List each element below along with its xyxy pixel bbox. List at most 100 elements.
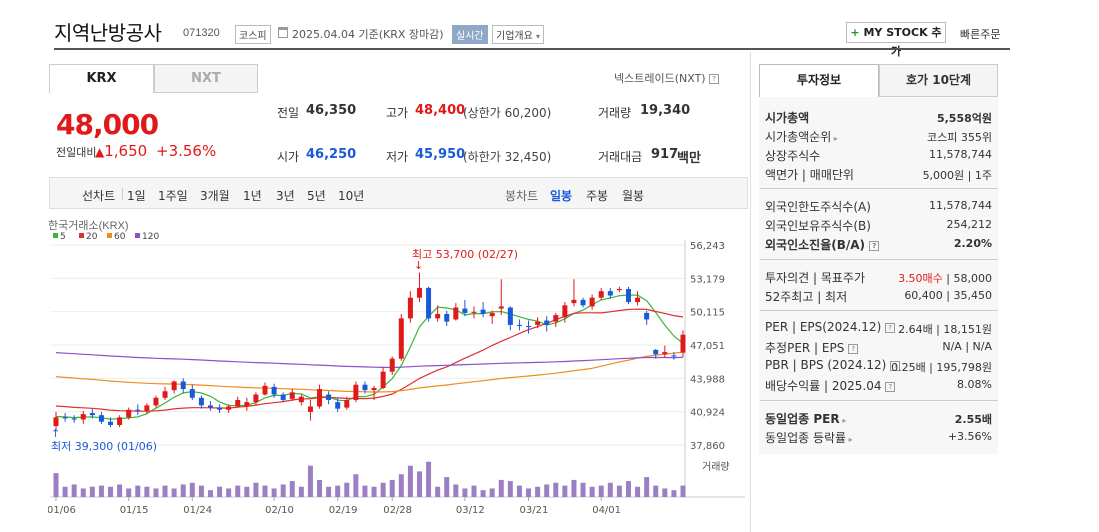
period-1d[interactable]: 1일 <box>127 189 146 203</box>
sector-per-text: 동일업종 PER <box>765 412 840 426</box>
section-divider <box>760 310 998 311</box>
x-tick-label: 01/06 <box>48 505 76 516</box>
opinion-label: 투자의견 | 목표주가 <box>765 271 865 285</box>
candle-body <box>298 396 304 403</box>
candle-body <box>426 287 432 319</box>
tab-krx[interactable]: KRX <box>49 64 154 93</box>
help-icon[interactable]: ? <box>848 343 859 354</box>
volume-bar <box>144 486 150 497</box>
sector-per-value: 2.55배 <box>954 413 992 426</box>
line-chart-label[interactable]: 선차트 <box>82 189 116 203</box>
volume-bar <box>326 486 332 497</box>
foreign-limit-value: 11,578,744 <box>929 199 992 212</box>
help-icon[interactable]: ? <box>869 240 880 251</box>
pbr-bps-value: 0.25배 | 195,798원 <box>891 361 992 374</box>
prev-value: 46,350 <box>306 103 357 118</box>
market-cap-value: 5,558억원 <box>936 112 992 125</box>
ma-line-120 <box>55 352 684 369</box>
period-1w[interactable]: 1주일 <box>158 189 188 203</box>
section-divider <box>760 259 998 260</box>
sector-change-link[interactable]: 동일업종 등락률 ▸ <box>765 429 853 446</box>
volume-bar <box>625 481 631 497</box>
candle-body <box>271 386 277 395</box>
nextrade-label: 넥스트레이드(NXT) <box>614 72 706 85</box>
volume-bar <box>198 485 204 497</box>
candle-body <box>53 417 59 427</box>
candle-body <box>226 406 232 410</box>
volume-bar <box>389 479 395 497</box>
upper-limit: (상한가 60,200) <box>463 106 552 120</box>
y-tick-label: 53,179 <box>690 274 725 285</box>
candle-body <box>235 399 241 407</box>
up-triangle-icon: ▲ <box>95 145 105 159</box>
volume-bar <box>135 485 141 497</box>
help-icon[interactable]: ? <box>709 74 720 84</box>
realtime-button[interactable]: 실시간 <box>452 25 488 44</box>
dividend-value: 8.08% <box>957 378 992 391</box>
nextrade-link[interactable]: 넥스트레이드(NXT) ? <box>614 70 720 86</box>
legend-label-120: 120 <box>142 232 159 242</box>
candle-body <box>580 299 586 306</box>
period-10y[interactable]: 10년 <box>338 189 365 203</box>
candle-body <box>162 391 168 398</box>
low-value: 45,950 <box>415 147 466 162</box>
volume-bar <box>162 485 168 497</box>
y-tick-label: 40,924 <box>690 408 725 419</box>
candle-body <box>635 297 641 303</box>
candle-body <box>435 314 441 319</box>
tab-invest-info[interactable]: 투자정보 <box>759 64 879 97</box>
candle-body <box>571 299 577 304</box>
candle-monthly[interactable]: 월봉 <box>622 189 645 203</box>
candle-body <box>62 417 68 419</box>
par-value-label: 액면가 | 매매단위 <box>765 168 854 182</box>
tab-orderbook[interactable]: 호가 10단계 <box>879 64 998 97</box>
candle-body <box>680 334 686 353</box>
candle-weekly[interactable]: 주봉 <box>586 189 609 203</box>
candle-body <box>653 349 659 355</box>
market-cap-rank-link[interactable]: 시가총액순위 ▸ <box>765 128 838 145</box>
volume-bar <box>80 488 86 497</box>
sector-per-link[interactable]: 동일업종 PER ▸ <box>765 410 846 427</box>
price-chart[interactable]: 한국거래소(KRX) 5 20 60 120 56,243 53,179 50,115 47… <box>48 215 748 530</box>
pbr-bps-label: PBR | BPS (2024.12) ? <box>765 358 901 372</box>
market-cap-label: 시가총액 <box>765 111 810 125</box>
y-tick-label: 50,115 <box>690 308 725 319</box>
candle-body <box>80 414 86 420</box>
volume-bar <box>526 488 532 497</box>
candle-body <box>135 409 141 411</box>
legend-swatch-5 <box>53 233 58 238</box>
candle-body <box>280 394 286 400</box>
52w-label: 52주최고 | 최저 <box>765 290 848 304</box>
open-value: 46,250 <box>306 147 357 162</box>
candle-body <box>217 407 223 410</box>
volume-bar <box>589 486 595 497</box>
help-icon[interactable]: ? <box>890 360 901 371</box>
legend-swatch-20 <box>79 233 84 238</box>
period-1y[interactable]: 1년 <box>243 189 262 203</box>
volume-bar <box>680 485 686 497</box>
x-tick-label: 02/10 <box>265 505 294 516</box>
period-3y[interactable]: 3년 <box>276 189 295 203</box>
period-5y[interactable]: 5년 <box>307 189 326 203</box>
candle-body <box>126 409 132 418</box>
section-divider <box>760 188 998 189</box>
my-stock-button[interactable]: + MY STOCK 추가 <box>846 22 946 58</box>
dividend-text: 배당수익률 | 2025.04 <box>765 379 882 393</box>
volume-bar <box>544 484 550 497</box>
candle-daily[interactable]: 일봉 <box>550 189 573 203</box>
candle-body <box>198 397 204 406</box>
volume-bar <box>398 474 404 497</box>
corp-info-label: 기업개요 <box>496 31 533 42</box>
candle-body <box>589 297 595 307</box>
corp-info-dropdown[interactable]: 기업개요 ▾ <box>492 25 545 44</box>
help-icon[interactable]: ? <box>885 322 896 333</box>
fast-order-button[interactable]: 빠른주문 <box>960 28 1001 41</box>
tab-nxt[interactable]: NXT <box>154 64 258 93</box>
period-3m[interactable]: 3개월 <box>200 189 230 203</box>
candle-chart-label[interactable]: 봉차트 <box>505 189 539 203</box>
candle-body <box>444 314 450 322</box>
volume-bar <box>207 490 213 497</box>
help-icon[interactable]: ? <box>885 381 896 392</box>
candle-body <box>671 355 677 357</box>
opinion-value: 3.50매수 | 58,000 <box>898 272 992 285</box>
